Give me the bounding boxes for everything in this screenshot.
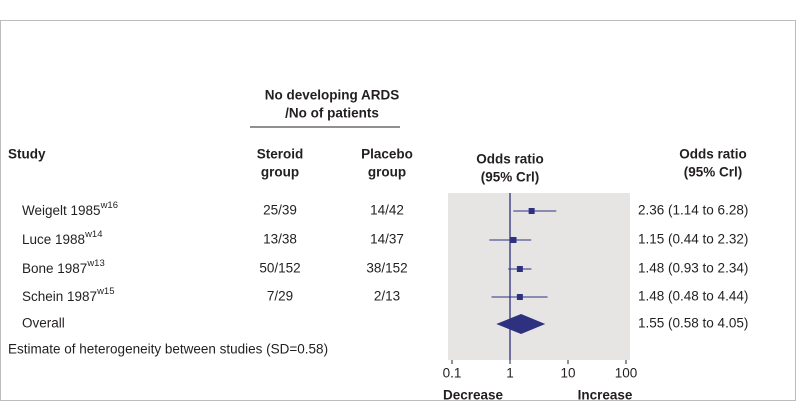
estimate-label: 1.48 (0.93 to 2.34) — [638, 261, 748, 276]
column-header: group — [261, 165, 299, 180]
estimate-square — [516, 294, 523, 300]
reference-superscript: w16 — [100, 200, 118, 211]
study-name: Luce 1988w14 — [22, 229, 103, 247]
plot-panel — [448, 193, 630, 360]
study-name: Weigelt 1985w16 — [22, 200, 118, 218]
column-header: Steroid — [257, 147, 304, 162]
study-name: Overall — [22, 316, 65, 331]
steroid-count: 50/152 — [259, 261, 300, 276]
study-label: Weigelt 1985 — [22, 203, 101, 218]
column-header: (95% Crl) — [481, 170, 540, 185]
column-header: Placebo — [361, 147, 413, 162]
x-right-label: Increase — [578, 388, 633, 401]
column-header: Odds ratio — [679, 147, 747, 162]
steroid-count: 13/38 — [263, 232, 297, 247]
overall-diamond — [496, 314, 546, 334]
x-tick-label: 100 — [615, 366, 638, 381]
study-label: Luce 1988 — [22, 232, 85, 247]
reference-superscript: w15 — [96, 286, 114, 297]
estimate-square — [516, 266, 523, 272]
study-name: Bone 1987w13 — [22, 258, 105, 276]
estimate-label: 1.55 (0.58 to 4.05) — [638, 316, 748, 331]
x-left-label: Decrease — [443, 388, 504, 401]
study-label: Schein 1987 — [22, 289, 97, 304]
estimate-label: 2.36 (1.14 to 6.28) — [638, 203, 748, 218]
x-tick-label: 1 — [506, 366, 514, 381]
placebo-count: 14/37 — [370, 232, 404, 247]
column-header: Study — [8, 147, 46, 162]
estimate-square — [510, 237, 517, 243]
estimate-label: 1.15 (0.44 to 2.32) — [638, 232, 748, 247]
placebo-count: 38/152 — [366, 261, 407, 276]
column-header: Odds ratio — [476, 152, 544, 167]
study-label: Bone 1987 — [22, 261, 87, 276]
x-tick-label: 0.1 — [443, 366, 462, 381]
group-header: No developing ARDS — [265, 88, 400, 103]
steroid-count: 7/29 — [267, 289, 293, 304]
reference-superscript: w14 — [84, 229, 102, 240]
estimate-label: 1.48 (0.48 to 4.44) — [638, 289, 748, 304]
group-header: /No of patients — [285, 106, 379, 121]
steroid-count: 25/39 — [263, 203, 297, 218]
reference-superscript: w13 — [86, 258, 104, 269]
placebo-count: 2/13 — [374, 289, 400, 304]
column-header: group — [368, 165, 406, 180]
x-tick-label: 10 — [560, 366, 575, 381]
column-header: (95% Crl) — [684, 165, 743, 180]
placebo-count: 14/42 — [370, 203, 404, 218]
study-name: Schein 1987w15 — [22, 286, 115, 304]
estimate-square — [528, 208, 535, 214]
heterogeneity-note: Estimate of heterogeneity between studie… — [8, 342, 328, 357]
